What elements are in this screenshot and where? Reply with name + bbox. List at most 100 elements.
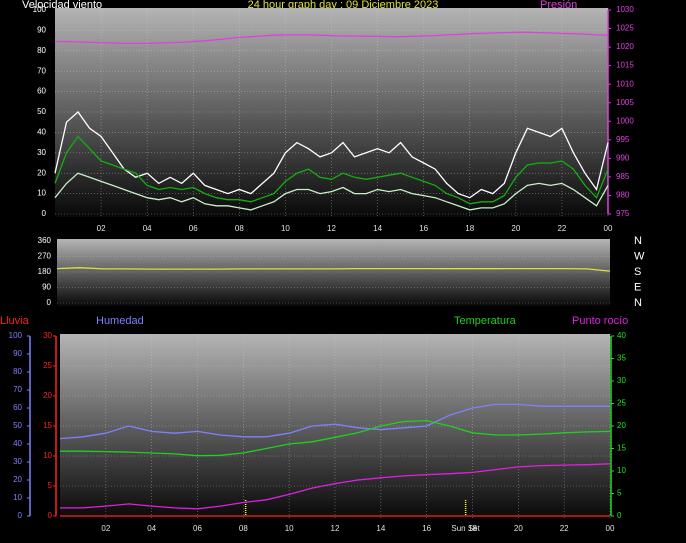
pressure-axis-label: Presión (540, 0, 577, 11)
y-tick-label: 1005 (616, 98, 634, 107)
y-tick-label: 90 (37, 26, 46, 35)
series-label: Punto rocío (572, 315, 628, 327)
x-tick-label: 20 (514, 524, 523, 533)
y-tick-label: 360 (38, 236, 52, 245)
y-tick-label: 30 (43, 331, 52, 340)
x-tick-label: 10 (281, 224, 290, 233)
y-tick-label: 5 (48, 481, 53, 490)
y-tick-label: 50 (13, 421, 22, 430)
y-tick-label: 10 (617, 466, 626, 475)
y-tick-label: 20 (37, 168, 46, 177)
x-tick-label: 22 (560, 524, 569, 533)
y-tick-label: 10 (43, 451, 52, 460)
y-tick-label: 995 (616, 135, 630, 144)
y-tick-label: 1000 (616, 116, 634, 125)
y-tick-label: 1015 (616, 61, 634, 70)
y-tick-label: 0 (47, 298, 52, 307)
y-tick-label: 40 (617, 331, 626, 340)
sun-marker-label: Sun Set (451, 524, 480, 533)
y-tick-label: 40 (13, 439, 22, 448)
x-tick-label: 00 (604, 224, 613, 233)
y-tick-label: 20 (43, 391, 52, 400)
y-tick-label: N (634, 297, 642, 309)
x-tick-label: 06 (193, 524, 202, 533)
y-tick-label: 60 (37, 87, 46, 96)
y-tick-label: 80 (37, 46, 46, 55)
y-tick-label: 1030 (616, 5, 634, 14)
y-tick-label: 1020 (616, 42, 634, 51)
y-tick-label: 180 (38, 267, 52, 276)
x-tick-label: 18 (465, 224, 474, 233)
y-tick-label: 980 (616, 191, 630, 200)
x-tick-label: 04 (147, 524, 156, 533)
chart-title: 24 hour graph day : 09 Diciembre 2023 (248, 0, 439, 11)
y-tick-label: 985 (616, 172, 630, 181)
y-tick-label: 30 (617, 376, 626, 385)
series-line (54, 111, 609, 199)
y-tick-label: 100 (33, 5, 47, 14)
y-tick-label: 15 (43, 421, 52, 430)
x-tick-label: 02 (97, 224, 106, 233)
series-line (60, 463, 611, 510)
y-tick-label: 10 (13, 493, 22, 502)
y-tick-label: 0 (42, 209, 47, 218)
y-tick-label: 70 (13, 385, 22, 394)
y-tick-label: W (634, 250, 645, 262)
y-tick-label: 0 (18, 511, 23, 520)
x-tick-label: 16 (419, 224, 428, 233)
y-tick-label: 50 (37, 107, 46, 116)
x-tick-label: 14 (373, 224, 382, 233)
y-tick-label: 10 (37, 189, 46, 198)
x-tick-label: 00 (606, 524, 615, 533)
y-tick-label: 0 (48, 511, 53, 520)
x-tick-label: 12 (327, 224, 336, 233)
y-tick-label: 15 (617, 444, 626, 453)
y-tick-label: 100 (9, 331, 23, 340)
y-tick-label: 25 (617, 399, 626, 408)
y-tick-label: 60 (13, 403, 22, 412)
x-tick-label: 20 (511, 224, 520, 233)
x-tick-label: 08 (239, 524, 248, 533)
x-tick-label: 14 (376, 524, 385, 533)
y-tick-label: 0 (617, 511, 622, 520)
y-tick-label: 975 (616, 209, 630, 218)
y-tick-label: 25 (43, 361, 52, 370)
y-tick-label: N (634, 235, 642, 247)
y-tick-label: 80 (13, 367, 22, 376)
y-tick-label: 40 (37, 128, 46, 137)
y-tick-label: 270 (38, 252, 52, 261)
x-tick-label: 12 (331, 524, 340, 533)
x-tick-label: 06 (189, 224, 198, 233)
y-tick-label: 90 (13, 349, 22, 358)
series-line (55, 31, 609, 45)
y-tick-label: 1010 (616, 79, 634, 88)
x-tick-label: 16 (422, 524, 431, 533)
x-tick-label: 08 (235, 224, 244, 233)
series-label: Temperatura (454, 315, 517, 327)
series-line (56, 267, 611, 272)
y-tick-label: 30 (13, 457, 22, 466)
series-label: Lluvia (0, 315, 30, 327)
wind-axis-label: Velocidad viento (22, 0, 102, 11)
y-tick-label: 30 (37, 148, 46, 157)
x-tick-label: 02 (101, 524, 110, 533)
y-tick-label: 1025 (616, 24, 634, 33)
y-tick-label: S (634, 266, 641, 278)
y-tick-label: 5 (617, 489, 622, 498)
series-line (54, 135, 609, 205)
y-tick-label: 990 (616, 153, 630, 162)
x-tick-label: 22 (557, 224, 566, 233)
y-tick-label: 90 (42, 283, 51, 292)
series-line (60, 419, 611, 457)
y-tick-label: 70 (37, 66, 46, 75)
series-line (54, 172, 609, 211)
y-tick-label: 20 (13, 475, 22, 484)
series-line (59, 403, 610, 440)
y-tick-label: E (634, 281, 641, 293)
y-tick-label: 20 (617, 421, 626, 430)
series-label: Humedad (96, 315, 144, 327)
plot-area (57, 239, 610, 306)
y-tick-label: 35 (617, 354, 626, 363)
x-tick-label: 04 (143, 224, 152, 233)
